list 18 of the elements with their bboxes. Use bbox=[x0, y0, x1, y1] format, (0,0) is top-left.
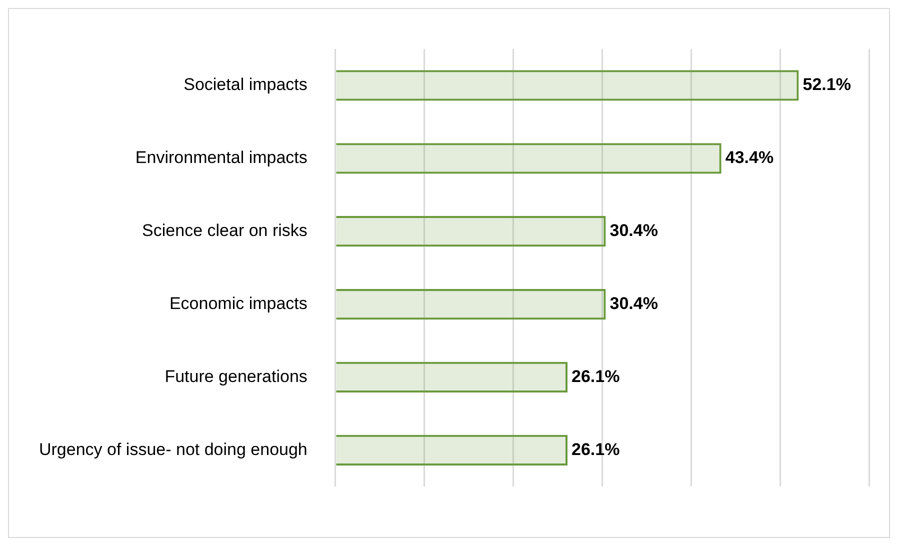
data-label: 43.4% bbox=[725, 148, 774, 168]
data-label: 30.4% bbox=[610, 294, 658, 313]
y-tick-label: Urgency of issue- not doing enough bbox=[38, 440, 308, 459]
y-tick-label: Future generations bbox=[164, 366, 308, 386]
bar bbox=[336, 362, 568, 393]
bar bbox=[336, 143, 722, 174]
data-label: 52.1% bbox=[802, 75, 851, 94]
y-tick-label: Environmental impacts bbox=[135, 148, 308, 168]
data-label: 30.4% bbox=[610, 221, 658, 240]
y-tick-label: Science clear on risks bbox=[142, 221, 308, 240]
data-label: 26.1% bbox=[572, 440, 620, 459]
y-tick-label: Economic impacts bbox=[169, 294, 308, 313]
y-tick-label: Societal impacts bbox=[184, 75, 308, 94]
bar bbox=[336, 434, 568, 466]
bar bbox=[336, 70, 799, 101]
data-label: 26.1% bbox=[572, 366, 620, 386]
bar bbox=[336, 288, 606, 320]
bar bbox=[336, 216, 606, 247]
